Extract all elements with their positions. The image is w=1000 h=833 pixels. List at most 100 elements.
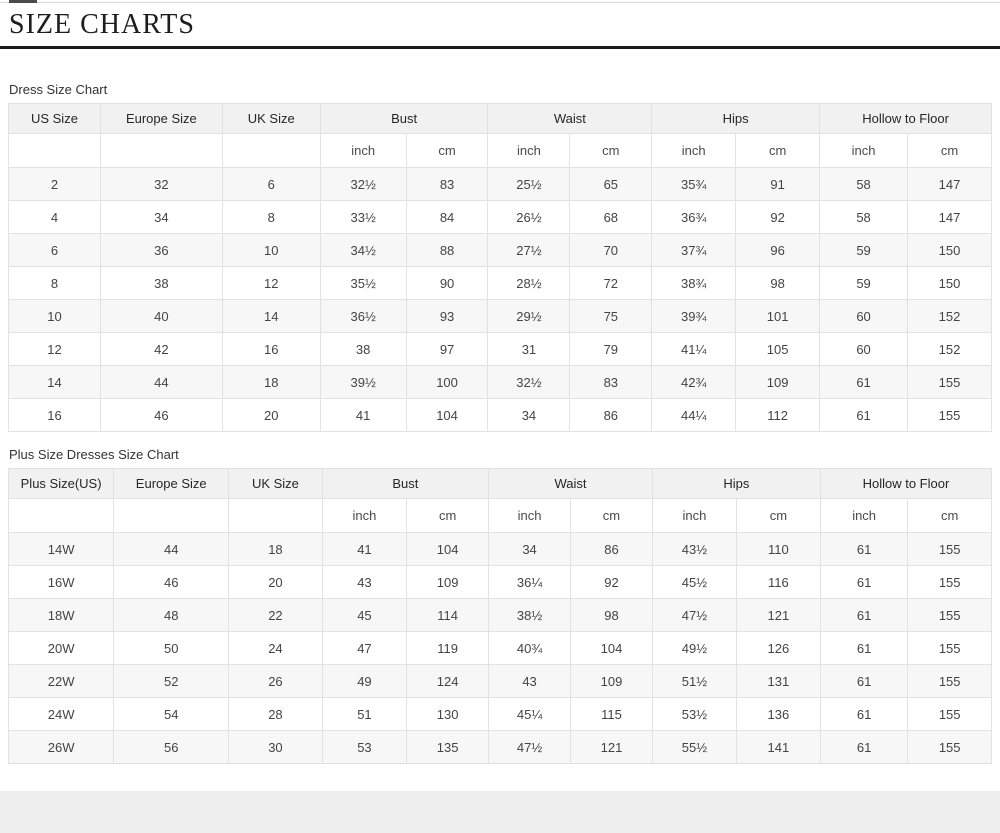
table-cell: 54 <box>113 697 230 731</box>
table-cell: 45½ <box>651 565 737 599</box>
table-cell: 46 <box>113 565 230 599</box>
table-cell: 61 <box>819 565 909 599</box>
unit-header: inch <box>819 498 909 533</box>
table-cell: 38½ <box>488 598 572 632</box>
unit-header: cm <box>570 498 653 533</box>
table-row: 6 36 10 34½ 88 27½ 70 37¾ 96 59 150 <box>8 233 993 267</box>
table-cell: 91 <box>735 167 821 201</box>
table-cell: 8 <box>221 200 321 234</box>
unit-header: cm <box>569 133 653 168</box>
column-header: UK Size <box>221 103 321 134</box>
table-cell: 36¼ <box>488 565 572 599</box>
table-cell: 155 <box>907 598 992 632</box>
table-cell: 42 <box>99 332 223 366</box>
table-cell: 31 <box>487 332 571 366</box>
table-cell: 24 <box>228 631 323 665</box>
table-cell: 4 <box>8 200 101 234</box>
table-cell: 33½ <box>319 200 407 234</box>
table-cell: 86 <box>569 398 653 432</box>
table-cell: 14 <box>221 299 321 333</box>
table-cell: 112 <box>735 398 821 432</box>
unit-header: inch <box>651 498 737 533</box>
column-header: Waist <box>488 468 653 499</box>
column-header: Hollow to Floor <box>819 468 993 499</box>
table-cell: 53 <box>321 730 408 764</box>
column-header: Europe Size <box>113 468 230 499</box>
table-cell: 83 <box>569 365 653 399</box>
table-cell: 92 <box>735 200 821 234</box>
table-cell: 47½ <box>651 598 737 632</box>
table-cell: 10 <box>8 299 101 333</box>
table-cell: 45 <box>321 598 408 632</box>
table-cell: 61 <box>819 598 909 632</box>
table-cell: 41 <box>319 398 407 432</box>
table-row: 20W 50 24 47 119 40¾ 104 49½ 126 61 155 <box>7 631 992 665</box>
unit-header <box>221 133 321 168</box>
unit-header <box>7 498 115 533</box>
unit-header: cm <box>735 498 821 533</box>
table-cell: 114 <box>406 598 490 632</box>
table-row: 16W 46 20 43 109 36¼ 92 45½ 116 61 155 <box>7 565 992 599</box>
table-cell: 150 <box>906 233 993 267</box>
dress-size-chart-label: Dress Size Chart <box>9 82 108 97</box>
table-cell: 48 <box>113 598 230 632</box>
unit-header: inch <box>651 133 737 168</box>
table-row: 12 42 16 38 97 31 79 41¼ 105 60 152 <box>8 332 993 366</box>
table-cell: 104 <box>406 532 490 566</box>
table-cell: 56 <box>113 730 230 764</box>
unit-header <box>8 133 101 168</box>
table-cell: 34 <box>99 200 223 234</box>
table-cell: 130 <box>406 697 490 731</box>
table-cell: 14 <box>8 365 101 399</box>
table-cell: 61 <box>819 664 909 698</box>
unit-header: inch <box>321 498 408 533</box>
table-cell: 51½ <box>651 664 737 698</box>
table-cell: 32½ <box>487 365 571 399</box>
table-cell: 44¼ <box>651 398 737 432</box>
table-cell: 65 <box>569 167 653 201</box>
bottom-background-band <box>0 791 1000 833</box>
table-cell: 150 <box>906 266 993 300</box>
table-cell: 41¼ <box>651 332 737 366</box>
table-cell: 98 <box>570 598 653 632</box>
table-cell: 116 <box>735 565 821 599</box>
top-edge-mark <box>9 0 37 3</box>
table-cell: 135 <box>406 730 490 764</box>
table-row: 14 44 18 39½ 100 32½ 83 42¾ 109 61 155 <box>8 365 993 399</box>
table-cell: 121 <box>735 598 821 632</box>
top-divider <box>0 2 1000 3</box>
table-row: 22W 52 26 49 124 43 109 51½ 131 61 155 <box>7 664 992 698</box>
table-row: 16 46 20 41 104 34 86 44¼ 112 61 155 <box>8 398 993 432</box>
column-header: Europe Size <box>99 103 223 134</box>
table-cell: 68 <box>569 200 653 234</box>
table-cell: 38 <box>99 266 223 300</box>
table-cell: 34 <box>487 398 571 432</box>
table-cell: 20 <box>221 398 321 432</box>
column-header: Hollow to Floor <box>819 103 992 134</box>
plus-size-section: Plus Size Dresses Size Chart Plus Size(U… <box>0 432 1000 764</box>
page-title: SIZE CHARTS <box>9 9 195 40</box>
table-cell: 90 <box>405 266 489 300</box>
table-cell: 43 <box>321 565 408 599</box>
unit-header: cm <box>907 498 992 533</box>
table-cell: 32½ <box>319 167 407 201</box>
table-cell: 25½ <box>487 167 571 201</box>
plus-size-chart-label: Plus Size Dresses Size Chart <box>9 447 179 462</box>
unit-header: cm <box>406 498 490 533</box>
table-cell: 41 <box>321 532 408 566</box>
plus-size-table: Plus Size(US) Europe Size UK Size Bust Waist… <box>7 468 993 764</box>
table-cell: 29½ <box>487 299 571 333</box>
unit-header: inch <box>488 498 572 533</box>
table-row: 18W 48 22 45 114 38½ 98 47½ 121 61 155 <box>7 598 992 632</box>
dress-size-table: US Size Europe Size UK Size Bust Waist Hips Ho… <box>8 103 993 432</box>
table-cell: 105 <box>735 332 821 366</box>
table-cell: 28½ <box>487 266 571 300</box>
table-cell: 22W <box>7 664 115 698</box>
table-cell: 12 <box>8 332 101 366</box>
column-header: Hips <box>651 468 821 499</box>
table-cell: 61 <box>819 631 909 665</box>
table-cell: 24W <box>7 697 115 731</box>
table-cell: 119 <box>406 631 490 665</box>
table-cell: 39½ <box>319 365 407 399</box>
column-header: Plus Size(US) <box>7 468 115 499</box>
